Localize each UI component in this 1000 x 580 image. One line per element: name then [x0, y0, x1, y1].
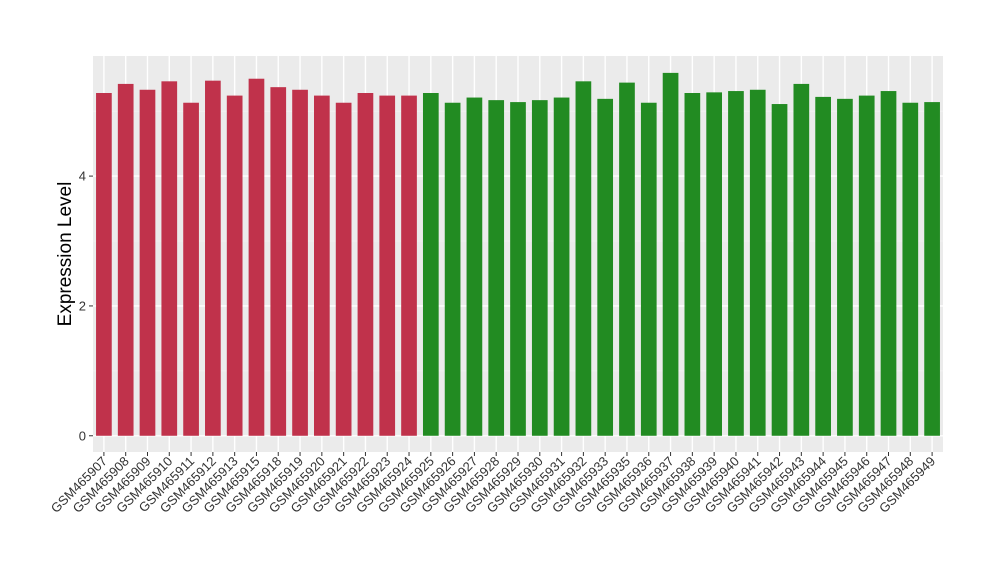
bar-GSM465907 [96, 93, 112, 436]
bar-GSM465944 [815, 96, 831, 436]
bar-GSM465918 [270, 87, 287, 436]
bar-GSM465945 [837, 98, 853, 436]
bar-GSM465937 [662, 72, 679, 436]
bar-GSM465909 [139, 89, 156, 436]
bar-GSM465912 [205, 80, 221, 436]
x-axis: GSM465907GSM465908GSM465909GSM465910GSM4… [48, 452, 938, 516]
bar-GSM465946 [858, 95, 875, 436]
bar-GSM465928 [488, 100, 505, 436]
y-tick-label: 4 [79, 169, 86, 184]
bar-GSM465931 [553, 97, 570, 436]
bar-GSM465941 [749, 89, 766, 436]
bar-GSM465908 [117, 83, 134, 436]
bar-GSM465927 [466, 97, 483, 436]
bar-GSM465943 [793, 83, 810, 436]
bar-GSM465919 [292, 89, 308, 436]
bar-GSM465921 [335, 102, 352, 436]
bar-GSM465911 [183, 102, 199, 436]
bars [96, 72, 940, 436]
bar-GSM465924 [401, 95, 417, 436]
y-tick-label: 0 [79, 428, 86, 443]
y-tick-label: 2 [79, 298, 86, 313]
bar-GSM465926 [444, 102, 461, 436]
bar-GSM465929 [510, 102, 526, 436]
bar-GSM465910 [161, 81, 178, 436]
bar-GSM465935 [619, 82, 635, 436]
bar-GSM465933 [597, 98, 614, 436]
bar-GSM465930 [531, 100, 548, 436]
bar-GSM465949 [924, 102, 940, 436]
bar-GSM465942 [771, 104, 788, 436]
bar-GSM465936 [640, 102, 657, 436]
bar-GSM465920 [314, 95, 330, 436]
bar-GSM465922 [357, 93, 374, 436]
bar-GSM465940 [728, 91, 744, 436]
bar-GSM465913 [226, 95, 243, 436]
bar-GSM465938 [684, 93, 701, 436]
y-axis: 0 2 4 [79, 169, 93, 443]
bar-GSM465939 [706, 92, 722, 436]
bar-GSM465925 [422, 93, 439, 436]
y-axis-label: Expression Level [55, 182, 76, 327]
bar-GSM465947 [880, 91, 897, 436]
bar-GSM465923 [379, 95, 396, 436]
bar-GSM465948 [902, 102, 919, 436]
bar-GSM465932 [575, 81, 592, 436]
bar-GSM465915 [248, 78, 265, 436]
